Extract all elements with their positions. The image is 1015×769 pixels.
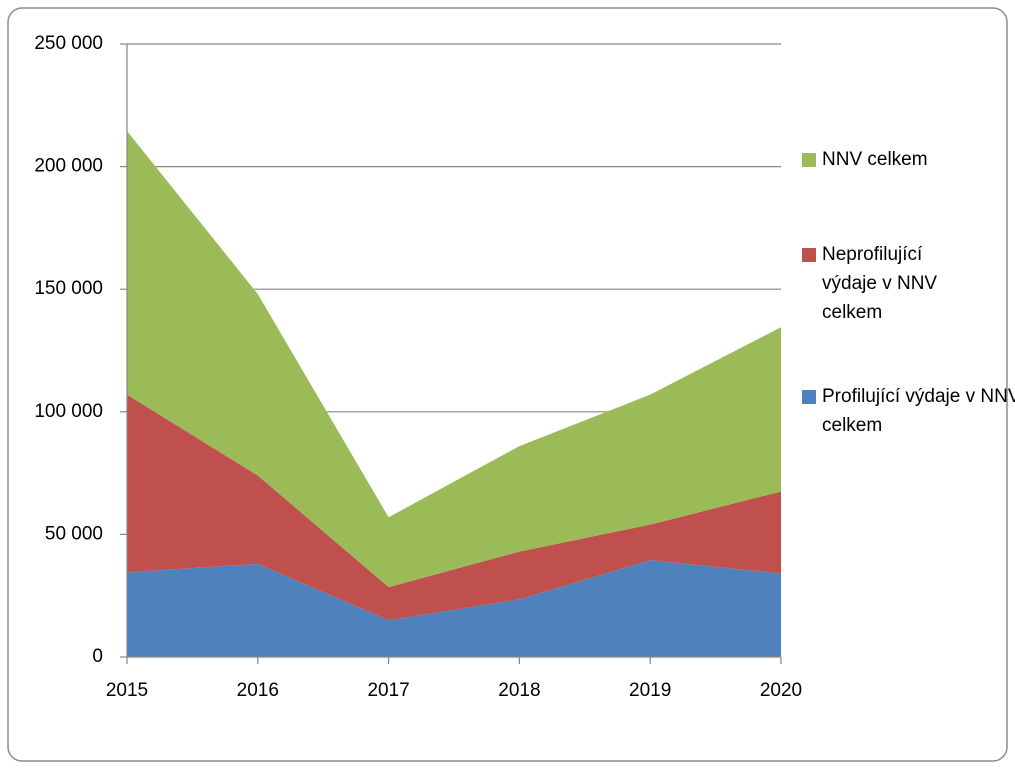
y-tick-label: 200 000: [34, 156, 103, 177]
y-tick-label: 100 000: [34, 401, 103, 422]
y-tick-label: 150 000: [34, 278, 103, 299]
x-tick-label: 2015: [106, 680, 148, 701]
x-tick-label: 2020: [760, 680, 802, 701]
x-tick-label: 2018: [498, 680, 540, 701]
y-tick-label: 250 000: [34, 33, 103, 54]
areas: [127, 131, 781, 657]
x-tick-label: 2016: [237, 680, 279, 701]
legend-swatch: [802, 248, 816, 262]
legend-swatch: [802, 390, 816, 404]
area: [127, 394, 781, 621]
axes: 0 50 000 100 000 150 000 200 000 250 000 2015 2…: [34, 33, 802, 701]
area: [127, 131, 781, 588]
legend-swatch: [802, 153, 816, 167]
y-tick-label: 0: [92, 646, 103, 667]
legend-label: Neprofilující výdaje v NNV celkem: [822, 244, 938, 323]
legend-label: NNV celkem: [822, 149, 928, 170]
x-tick-label: 2019: [629, 680, 671, 701]
x-tick-label: 2017: [367, 680, 409, 701]
legend-label: Profilující výdaje v NNV celkem: [822, 386, 1015, 436]
area: [127, 560, 781, 657]
y-tick-label: 50 000: [45, 523, 103, 544]
